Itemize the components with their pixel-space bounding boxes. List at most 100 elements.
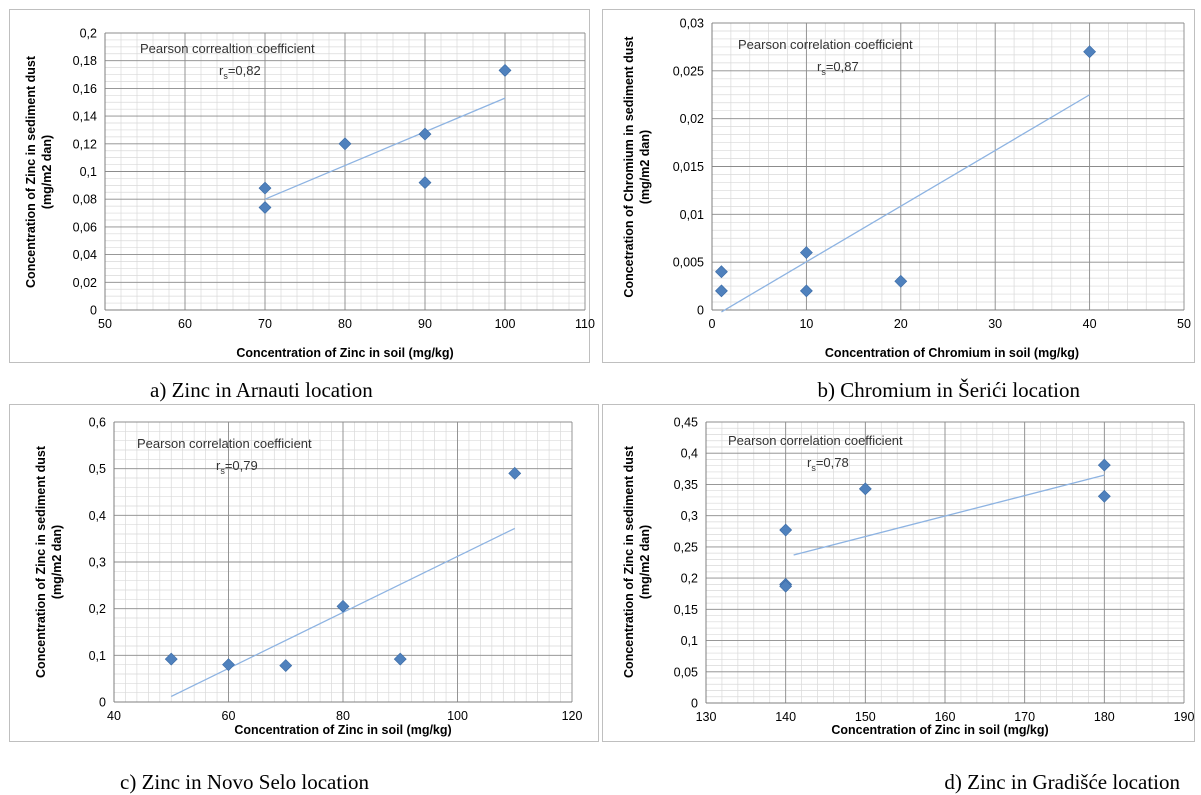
x-tick-label: 160 [935, 710, 956, 724]
annotation-title: Pearson correaltion coefficient [140, 41, 315, 56]
annotation-r: r [817, 59, 822, 74]
x-tick-label: 60 [222, 709, 236, 723]
y-tick-label: 0,2 [89, 602, 106, 616]
annotation-r: r [807, 455, 812, 470]
x-tick-label: 120 [562, 709, 583, 723]
chart-panel-3: 40 60 80 100 120 0 0,1 0,2 0,3 0,4 0,5 0,6 Concentra… [9, 404, 599, 794]
y-axis-title-line: (mg/m2 dan) [638, 130, 652, 204]
data-point [222, 658, 235, 672]
annotation-value: =0,79 [225, 458, 258, 473]
y-tick-label: 0,12 [73, 137, 97, 151]
x-tick-label: 130 [696, 710, 717, 724]
x-tick-label: 80 [338, 317, 352, 331]
annotation-coefficient: rs=0,87 [817, 59, 859, 77]
y-axis-title-line: Concentration of Zinc in sediment dust [34, 445, 48, 678]
y-tick-label: 0,16 [73, 82, 97, 96]
y-tick-label: 0 [99, 696, 106, 710]
annotation-r: r [219, 63, 224, 78]
x-tick-label: 20 [894, 317, 908, 331]
annotation-subscript: s [220, 466, 225, 476]
annotation-title: Pearson correlation coefficient [137, 436, 312, 451]
x-tick-label: 60 [178, 317, 192, 331]
y-tick-label: 0,015 [673, 160, 704, 174]
chart-frame [602, 9, 1195, 363]
data-point [418, 176, 432, 190]
data-point [779, 579, 793, 593]
x-axis-title: Concentration of Zinc in soil (mg/kg) [236, 346, 453, 360]
y-tick-label: 0,02 [73, 276, 97, 290]
y-axis-title: Concetration of Chromium in sediment dus… [622, 36, 652, 298]
x-tick-label: 100 [447, 709, 468, 723]
annotation-r: r [216, 458, 221, 473]
chart-caption: a) Zinc in Arnauti location [150, 378, 373, 402]
y-axis-title-line: (mg/m2 dan) [638, 525, 652, 599]
y-tick-label: 0 [691, 697, 698, 711]
x-tick-label: 10 [799, 317, 813, 331]
chart-panel-2: 0 10 20 30 40 50 0 0,005 0,01 0,015 0,02 0,025 0,03 C… [602, 9, 1195, 402]
y-tick-label: 0,25 [674, 540, 698, 554]
x-tick-label: 190 [1174, 710, 1195, 724]
y-tick-label: 0,1 [80, 165, 97, 179]
y-axis-title-line: Concentration of Zinc in sediment dust [24, 55, 38, 288]
chart-caption: d) Zinc in Gradišće location [944, 770, 1180, 794]
data-point [338, 137, 352, 151]
data-point [1097, 458, 1111, 472]
y-tick-label: 0,04 [73, 248, 97, 262]
y-tick-label: 0,15 [674, 603, 698, 617]
trendline [264, 97, 506, 200]
y-tick-label: 0,06 [73, 220, 97, 234]
data-point [393, 652, 407, 666]
y-tick-label: 0,005 [673, 256, 704, 270]
y-axis-title-line: Concentration of Zinc in sediment dust [622, 445, 636, 678]
y-tick-label: 0,6 [89, 416, 106, 430]
chart-caption: b) Chromium in Šerići location [818, 378, 1081, 402]
y-tick-label: 0,14 [73, 110, 97, 124]
trendline [793, 474, 1105, 556]
chart-frame [602, 404, 1195, 742]
y-tick-label: 0,1 [681, 634, 698, 648]
data-point [1097, 489, 1111, 503]
x-tick-label: 100 [495, 317, 516, 331]
y-tick-label: 0,3 [89, 556, 106, 570]
data-point [799, 246, 813, 260]
data-point [418, 127, 432, 141]
x-tick-label: 50 [1177, 317, 1191, 331]
annotation-coefficient: rs=0,79 [216, 458, 258, 476]
y-tick-label: 0,3 [681, 509, 698, 523]
data-point [894, 274, 908, 288]
y-tick-label: 0,05 [674, 665, 698, 679]
x-tick-label: 90 [418, 317, 432, 331]
data-point [258, 181, 272, 195]
y-tick-label: 0 [697, 304, 704, 318]
x-tick-label: 30 [988, 317, 1002, 331]
y-tick-label: 0,45 [674, 416, 698, 430]
x-tick-label: 50 [98, 317, 112, 331]
y-tick-label: 0,2 [80, 27, 97, 41]
y-tick-label: 0,1 [89, 649, 106, 663]
x-tick-label: 40 [107, 709, 121, 723]
annotation-value: =0,78 [816, 455, 849, 470]
chart-frame [9, 404, 599, 742]
x-tick-label: 0 [709, 317, 716, 331]
annotation-subscript: s [811, 463, 816, 473]
y-tick-label: 0,2 [681, 572, 698, 586]
y-tick-label: 0 [90, 304, 97, 318]
x-axis-title: Concentration of Chromium in soil (mg/kg… [825, 346, 1079, 360]
x-tick-label: 180 [1094, 710, 1115, 724]
y-axis-title-line: (mg/m2 dan) [40, 135, 54, 209]
y-tick-label: 0,4 [681, 447, 698, 461]
data-point [258, 201, 272, 214]
data-point [279, 659, 293, 673]
y-axis-title: Concentration of Zinc in sediment dust (m… [622, 445, 652, 678]
data-point [336, 599, 350, 613]
data-point [1083, 45, 1097, 59]
annotation-value: =0,87 [826, 59, 859, 74]
data-point [799, 284, 813, 298]
annotation-subscript: s [223, 71, 228, 81]
y-tick-label: 0,08 [73, 193, 97, 207]
annotation-value: =0,82 [228, 63, 261, 78]
data-point [715, 265, 728, 279]
x-tick-label: 140 [775, 710, 796, 724]
y-axis-title-line: (mg/m2 dan) [50, 525, 64, 599]
data-point [715, 284, 728, 298]
